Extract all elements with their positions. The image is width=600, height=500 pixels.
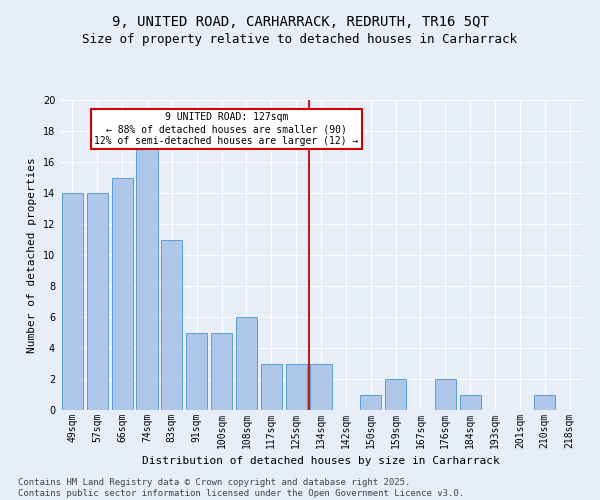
Bar xyxy=(385,379,406,410)
Text: Contains HM Land Registry data © Crown copyright and database right 2025.
Contai: Contains HM Land Registry data © Crown c… xyxy=(18,478,464,498)
Bar xyxy=(460,394,481,410)
Bar xyxy=(87,193,108,410)
X-axis label: Distribution of detached houses by size in Carharrack: Distribution of detached houses by size … xyxy=(142,456,500,466)
Bar xyxy=(161,240,182,410)
Text: Size of property relative to detached houses in Carharrack: Size of property relative to detached ho… xyxy=(83,32,517,46)
Bar xyxy=(360,394,381,410)
Y-axis label: Number of detached properties: Number of detached properties xyxy=(27,157,37,353)
Bar xyxy=(286,364,307,410)
Bar xyxy=(186,332,207,410)
Bar xyxy=(435,379,456,410)
Bar xyxy=(136,146,158,410)
Bar xyxy=(310,364,332,410)
Bar xyxy=(261,364,282,410)
Bar xyxy=(236,317,257,410)
Bar xyxy=(534,394,555,410)
Text: 9 UNITED ROAD: 127sqm
← 88% of detached houses are smaller (90)
12% of semi-deta: 9 UNITED ROAD: 127sqm ← 88% of detached … xyxy=(94,112,359,146)
Bar xyxy=(112,178,133,410)
Bar xyxy=(211,332,232,410)
Bar xyxy=(62,193,83,410)
Text: 9, UNITED ROAD, CARHARRACK, REDRUTH, TR16 5QT: 9, UNITED ROAD, CARHARRACK, REDRUTH, TR1… xyxy=(112,15,488,29)
